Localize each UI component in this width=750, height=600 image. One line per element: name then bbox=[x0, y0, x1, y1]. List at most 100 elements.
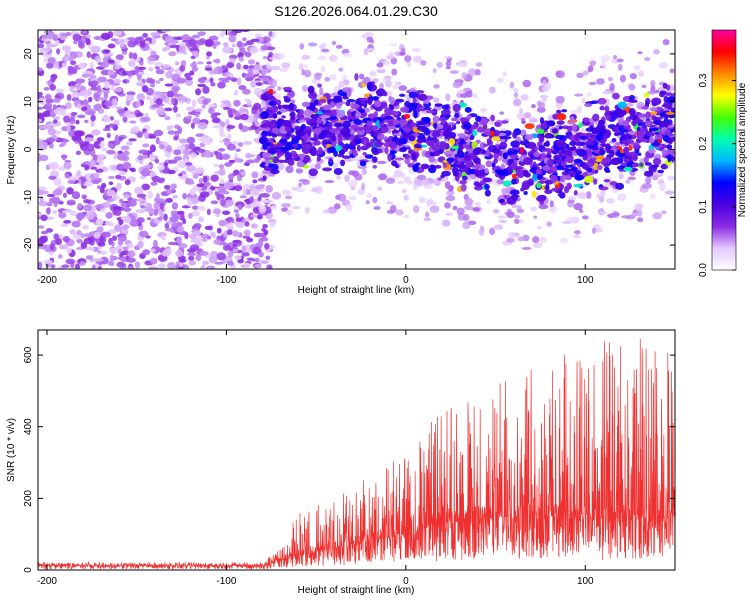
heatmap-cell bbox=[233, 208, 239, 213]
heatmap-cell bbox=[376, 62, 384, 68]
heatmap-cell bbox=[577, 192, 588, 200]
heatmap-cell bbox=[472, 207, 481, 212]
heatmap-cell bbox=[147, 190, 153, 199]
heatmap-cell bbox=[192, 117, 201, 124]
heatmap-cell bbox=[262, 175, 267, 181]
heatmap-cell bbox=[46, 31, 56, 40]
heatmap-cell bbox=[665, 148, 675, 156]
heatmap-cell bbox=[190, 169, 197, 175]
heatmap-cell bbox=[218, 219, 227, 227]
heatmap-cell bbox=[223, 181, 234, 190]
heatmap-cell bbox=[155, 193, 160, 201]
heatmap-cell bbox=[115, 174, 122, 180]
heatmap-cell bbox=[600, 189, 606, 197]
heatmap-cell bbox=[448, 131, 457, 139]
heatmap-cell bbox=[402, 189, 407, 194]
heatmap-cell bbox=[85, 255, 93, 260]
heatmap-cell bbox=[117, 247, 122, 254]
colorbar-gradient bbox=[711, 29, 737, 271]
heatmap-cell bbox=[452, 103, 461, 112]
heatmap-cell bbox=[318, 131, 326, 139]
heatmap-cell bbox=[158, 112, 167, 116]
heatmap-cell bbox=[472, 148, 481, 156]
heatmap-cell bbox=[176, 77, 187, 84]
heatmap-cell bbox=[658, 179, 665, 184]
heatmap-cell bbox=[106, 189, 116, 197]
heatmap-cell bbox=[526, 179, 534, 186]
heatmap-cell bbox=[404, 158, 411, 165]
heatmap-cell bbox=[126, 242, 134, 249]
spectrogram-x-axis-label: Height of straight line (km) bbox=[298, 285, 415, 296]
heatmap-cell bbox=[443, 164, 448, 168]
heatmap-cell bbox=[351, 103, 361, 109]
heatmap-cell bbox=[609, 181, 618, 186]
heatmap-cell bbox=[61, 210, 70, 214]
heatmap-cell bbox=[399, 51, 406, 56]
heatmap-cell bbox=[628, 83, 636, 91]
heatmap-cell bbox=[592, 113, 600, 122]
heatmap-cell bbox=[472, 129, 478, 137]
heatmap-cell bbox=[389, 96, 395, 105]
heatmap-cell bbox=[160, 30, 171, 33]
heatmap-cell bbox=[42, 124, 52, 130]
heatmap-cell bbox=[175, 113, 182, 118]
heatmap-cell bbox=[649, 107, 658, 112]
heatmap-cell bbox=[313, 140, 321, 146]
heatmap-cell bbox=[130, 168, 137, 173]
heatmap-cell bbox=[58, 254, 63, 259]
heatmap-cell bbox=[269, 221, 276, 228]
heatmap-cell bbox=[316, 118, 322, 125]
heatmap-cell bbox=[107, 260, 114, 266]
heatmap-cell bbox=[202, 260, 209, 265]
heatmap-cell bbox=[118, 170, 127, 176]
heatmap-cell bbox=[136, 132, 143, 138]
heatmap-cell bbox=[536, 128, 545, 134]
heatmap-cell bbox=[242, 88, 251, 95]
heatmap-cell bbox=[142, 143, 150, 148]
heatmap-cell bbox=[208, 104, 217, 108]
heatmap-cell bbox=[536, 196, 546, 202]
heatmap-cell bbox=[116, 163, 125, 171]
heatmap-cell bbox=[286, 131, 292, 137]
heatmap-cell bbox=[96, 250, 102, 254]
heatmap-cell bbox=[242, 184, 251, 190]
heatmap-cell bbox=[149, 98, 155, 106]
heatmap-cell bbox=[206, 208, 211, 216]
heatmap-cell bbox=[342, 52, 353, 57]
heatmap-cell bbox=[533, 151, 540, 158]
heatmap-cell bbox=[82, 180, 93, 187]
heatmap-cell bbox=[494, 122, 501, 127]
heatmap-cell bbox=[546, 81, 552, 90]
heatmap-cell bbox=[376, 160, 387, 165]
heatmap-cell bbox=[76, 238, 83, 244]
heatmap-cell bbox=[234, 255, 242, 261]
heatmap-cell bbox=[519, 218, 524, 224]
heatmap-cell bbox=[651, 164, 660, 168]
heatmap-cell bbox=[101, 182, 107, 189]
heatmap-cell bbox=[602, 157, 612, 163]
heatmap-cell bbox=[164, 107, 173, 112]
heatmap-cell bbox=[314, 72, 322, 80]
heatmap-cell bbox=[632, 142, 640, 150]
heatmap-cell bbox=[452, 205, 458, 211]
heatmap-cell bbox=[609, 83, 615, 91]
heatmap-cell bbox=[214, 58, 221, 64]
heatmap-cell bbox=[108, 123, 115, 128]
heatmap-cell bbox=[385, 80, 392, 88]
heatmap-cell bbox=[249, 46, 259, 54]
heatmap-cell bbox=[308, 168, 318, 177]
heatmap-cell bbox=[478, 228, 484, 237]
heatmap-cell bbox=[244, 230, 251, 237]
heatmap-cell bbox=[250, 214, 260, 218]
heatmap-cell bbox=[566, 182, 572, 190]
heatmap-cell bbox=[155, 98, 163, 105]
heatmap-cell bbox=[224, 199, 235, 207]
heatmap-cell bbox=[241, 252, 250, 257]
heatmap-cell bbox=[122, 116, 128, 123]
heatmap-cell bbox=[49, 243, 55, 251]
heatmap-cell bbox=[601, 63, 607, 68]
heatmap-cell bbox=[335, 44, 343, 49]
heatmap-cell bbox=[461, 175, 468, 181]
heatmap-cell bbox=[433, 84, 440, 89]
heatmap-cell bbox=[576, 105, 583, 114]
